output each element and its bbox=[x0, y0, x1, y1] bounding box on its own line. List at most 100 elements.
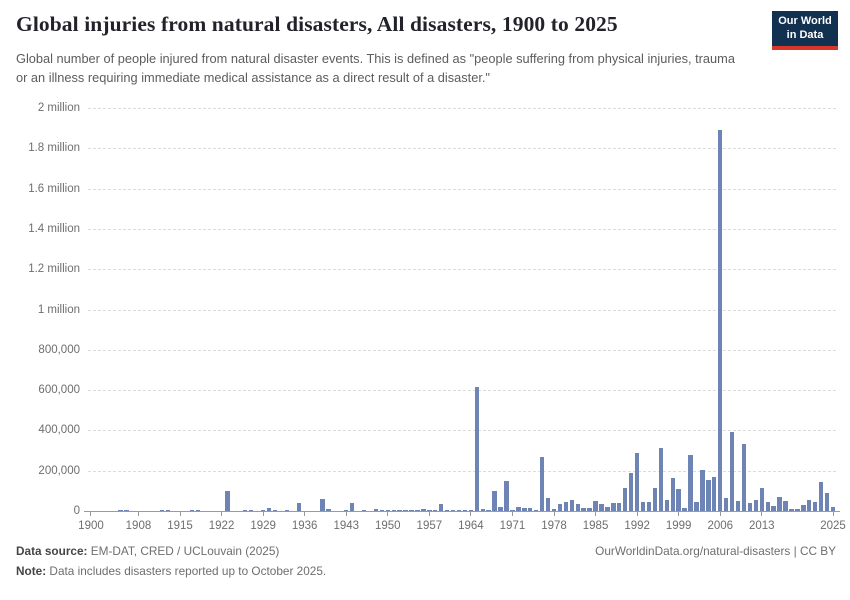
bar-1967[interactable] bbox=[486, 509, 491, 511]
bar-1987[interactable] bbox=[605, 507, 610, 511]
bar-1997[interactable] bbox=[664, 499, 669, 511]
bar-1980[interactable] bbox=[563, 501, 569, 511]
bar-1927[interactable] bbox=[249, 510, 254, 511]
bar-1952[interactable] bbox=[397, 510, 402, 511]
bar-1983[interactable] bbox=[581, 507, 586, 511]
bar-1991[interactable] bbox=[628, 473, 634, 511]
bar-1970[interactable] bbox=[504, 481, 509, 511]
bar-1977[interactable] bbox=[545, 498, 551, 511]
owid-logo[interactable]: Our World in Data bbox=[772, 11, 838, 50]
bar-1990[interactable] bbox=[623, 488, 628, 511]
bar-1968[interactable] bbox=[492, 490, 497, 511]
bar-2009[interactable] bbox=[735, 501, 741, 511]
bar-2006[interactable] bbox=[718, 130, 723, 511]
bar-1948[interactable] bbox=[373, 509, 379, 511]
bar-1972[interactable] bbox=[516, 506, 521, 511]
bar-1951[interactable] bbox=[391, 510, 396, 511]
bar-1958[interactable] bbox=[433, 510, 438, 511]
bar-1971[interactable] bbox=[510, 510, 515, 511]
bar-1992[interactable] bbox=[634, 452, 640, 511]
bar-2008[interactable] bbox=[729, 432, 735, 511]
bar-1978[interactable] bbox=[551, 509, 557, 511]
bar-1973[interactable] bbox=[522, 507, 527, 511]
bar-1965[interactable] bbox=[474, 387, 479, 511]
bar-1918[interactable] bbox=[195, 510, 200, 511]
bar-1969[interactable] bbox=[498, 506, 503, 511]
bar-1954[interactable] bbox=[409, 510, 414, 511]
bar-2023[interactable] bbox=[818, 481, 824, 511]
bar-2013[interactable] bbox=[759, 488, 764, 511]
bar-2007[interactable] bbox=[723, 498, 729, 511]
bar-2020[interactable] bbox=[801, 504, 806, 511]
bar-1984[interactable] bbox=[587, 508, 592, 511]
bar-1960[interactable] bbox=[444, 510, 450, 511]
bar-1953[interactable] bbox=[403, 509, 408, 511]
bar-1985[interactable] bbox=[593, 501, 598, 511]
bar-1995[interactable] bbox=[652, 488, 658, 511]
bar-2018[interactable] bbox=[789, 509, 794, 511]
bar-2002[interactable] bbox=[694, 501, 699, 511]
bar-1976[interactable] bbox=[539, 457, 545, 511]
bar-2019[interactable] bbox=[795, 509, 800, 511]
bar-2004[interactable] bbox=[706, 479, 711, 511]
bar-1981[interactable] bbox=[569, 499, 574, 511]
bar-1982[interactable] bbox=[575, 503, 580, 511]
bar-1956[interactable] bbox=[421, 509, 426, 511]
bar-1999[interactable] bbox=[676, 489, 681, 511]
bar-1905[interactable] bbox=[118, 510, 123, 511]
bar-1966[interactable] bbox=[480, 509, 485, 511]
bar-1979[interactable] bbox=[557, 504, 563, 511]
bar-2011[interactable] bbox=[747, 502, 753, 511]
y-axis-label-1.6-million: 1.6 million bbox=[28, 182, 80, 195]
bar-2024[interactable] bbox=[824, 492, 830, 511]
bar-1949[interactable] bbox=[379, 510, 385, 511]
bar-2012[interactable] bbox=[753, 499, 759, 511]
bar-2010[interactable] bbox=[741, 443, 747, 511]
bar-1940[interactable] bbox=[326, 509, 331, 511]
bar-2014[interactable] bbox=[765, 501, 770, 511]
bar-2001[interactable] bbox=[688, 454, 693, 511]
bar-2017[interactable] bbox=[783, 500, 788, 511]
bar-1964[interactable] bbox=[468, 510, 474, 511]
bar-2021[interactable] bbox=[807, 499, 812, 511]
bar-1931[interactable] bbox=[272, 510, 278, 511]
bar-1955[interactable] bbox=[415, 510, 420, 511]
bar-1930[interactable] bbox=[266, 508, 272, 511]
bar-1923[interactable] bbox=[225, 490, 230, 511]
bar-1929[interactable] bbox=[260, 510, 266, 511]
bar-2015[interactable] bbox=[771, 505, 776, 511]
bar-1943[interactable] bbox=[344, 510, 349, 511]
bar-1935[interactable] bbox=[296, 502, 301, 511]
bar-1939[interactable] bbox=[320, 499, 325, 511]
bar-1946[interactable] bbox=[361, 510, 367, 511]
bar-1988[interactable] bbox=[611, 503, 616, 511]
bar-2005[interactable] bbox=[712, 477, 717, 511]
owid-link[interactable]: OurWorldinData.org/natural-disasters | C… bbox=[595, 544, 836, 558]
bar-1926[interactable] bbox=[243, 510, 248, 511]
bar-1913[interactable] bbox=[165, 510, 171, 511]
bar-1974[interactable] bbox=[528, 507, 533, 511]
bar-2003[interactable] bbox=[700, 470, 705, 511]
bar-1994[interactable] bbox=[646, 501, 652, 511]
bar-2000[interactable] bbox=[682, 508, 687, 511]
bar-2025[interactable] bbox=[830, 507, 836, 511]
bar-2022[interactable] bbox=[813, 501, 818, 511]
bar-1975[interactable] bbox=[533, 510, 539, 511]
bar-1950[interactable] bbox=[385, 510, 390, 511]
bar-1986[interactable] bbox=[599, 503, 604, 511]
bar-1961[interactable] bbox=[450, 510, 456, 511]
bar-1963[interactable] bbox=[462, 510, 468, 511]
bar-1989[interactable] bbox=[617, 502, 622, 511]
bar-1962[interactable] bbox=[456, 510, 462, 511]
bar-1993[interactable] bbox=[640, 501, 646, 511]
bar-1944[interactable] bbox=[349, 503, 355, 511]
bar-1912[interactable] bbox=[159, 510, 165, 511]
bar-1996[interactable] bbox=[658, 448, 664, 511]
bar-1906[interactable] bbox=[124, 510, 129, 511]
bar-1917[interactable] bbox=[189, 510, 195, 511]
bar-2016[interactable] bbox=[777, 496, 782, 511]
bar-1959[interactable] bbox=[439, 504, 444, 511]
bar-1998[interactable] bbox=[670, 478, 675, 511]
bar-1933[interactable] bbox=[284, 510, 290, 511]
bar-1957[interactable] bbox=[427, 510, 432, 511]
